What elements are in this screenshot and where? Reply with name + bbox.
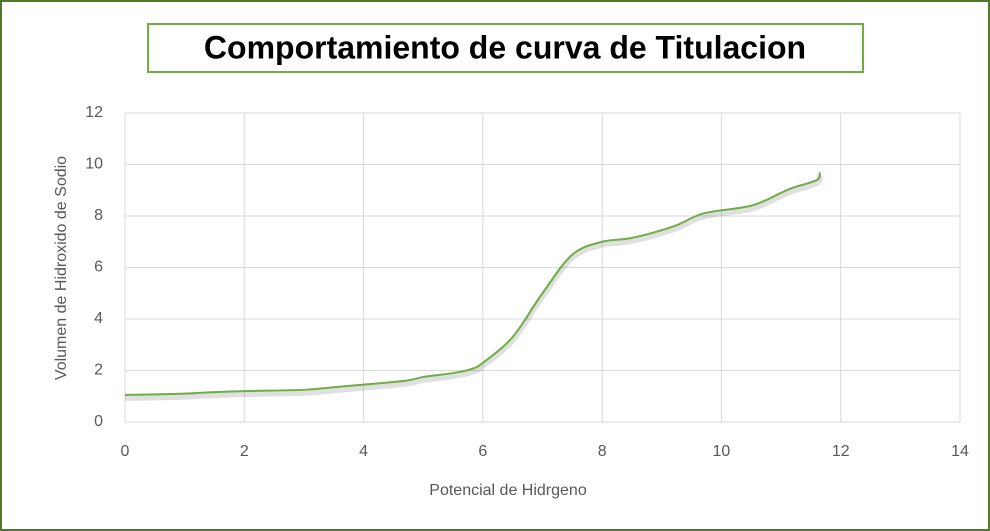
y-tick-label: 4	[94, 310, 103, 327]
y-tick-label: 0	[94, 413, 103, 430]
x-tick-label: 6	[478, 443, 487, 460]
x-tick-label: 12	[832, 443, 850, 460]
y-tick-label: 10	[85, 156, 103, 173]
y-axis-label: Volumen de Hidroxido de Sodio	[53, 156, 70, 380]
data-line	[124, 171, 821, 396]
y-tick-label: 12	[85, 104, 103, 121]
x-tick-label: 2	[240, 443, 249, 460]
x-tick-label: 8	[598, 443, 607, 460]
title-box	[147, 23, 864, 73]
x-tick-label: 0	[121, 443, 130, 460]
x-tick-label: 10	[713, 443, 731, 460]
x-axis-label: Potencial de Hidrgeno	[429, 482, 587, 499]
x-tick-label: 14	[951, 443, 969, 460]
chart-title: Comportamiento de curva de Titulacion	[204, 29, 806, 65]
x-tick-label: 4	[359, 443, 368, 460]
y-tick-label: 6	[94, 259, 103, 276]
y-tick-label: 2	[94, 362, 103, 379]
y-tick-label: 8	[94, 207, 103, 224]
line-shadow	[124, 174, 823, 401]
